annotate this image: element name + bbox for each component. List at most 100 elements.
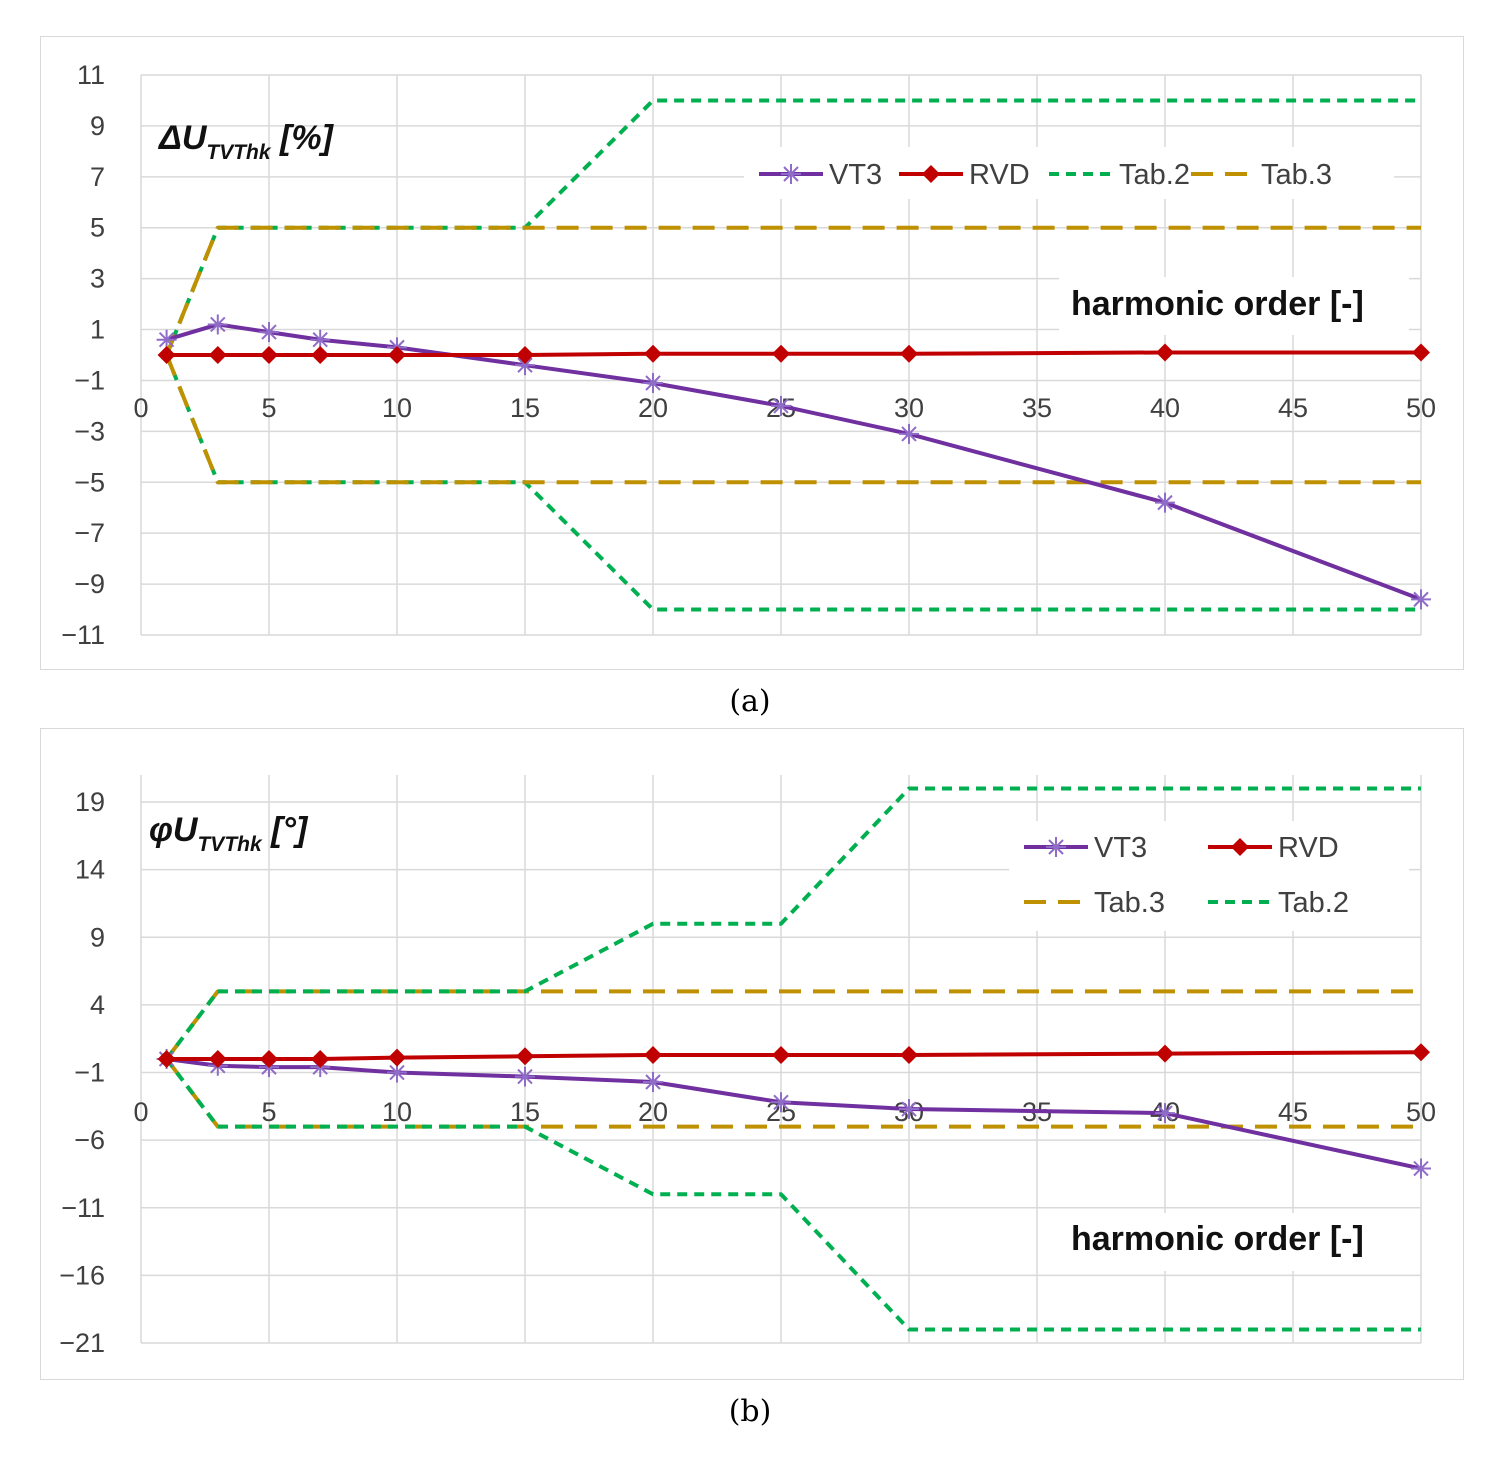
marker-vt3-stroke xyxy=(1413,591,1429,608)
y-axis-title-main: ΔU xyxy=(157,119,208,157)
legend-marker-vt3 xyxy=(781,164,801,184)
x-tick-label: 5 xyxy=(261,1097,276,1127)
y-tick-label: −5 xyxy=(74,467,105,497)
y-tick-label: 5 xyxy=(90,213,105,243)
marker-vt3-stroke xyxy=(1157,1105,1173,1121)
x-axis-title: harmonic order [-] xyxy=(1071,285,1364,323)
marker-vt3 xyxy=(1411,589,1431,610)
series-line-lower-tab2 xyxy=(165,1057,1421,1332)
x-tick-label: 30 xyxy=(894,393,924,423)
y-axis-title: φUTVThk [°] xyxy=(149,811,309,856)
marker-vt3-stroke xyxy=(773,1094,789,1110)
marker-rvd xyxy=(157,346,176,364)
marker-rvd xyxy=(208,1050,227,1068)
y-tick-label: 9 xyxy=(90,922,105,952)
marker-vt3 xyxy=(643,373,663,393)
legend-label-tab3: Tab.3 xyxy=(1094,887,1165,919)
marker-vt3 xyxy=(515,1066,535,1087)
legend-label-vt3: VT3 xyxy=(829,159,882,191)
marker-vt3 xyxy=(1411,1158,1431,1179)
marker-vt3-stroke xyxy=(312,332,328,348)
y-tick-label: 9 xyxy=(90,111,105,141)
marker-vt3-stroke xyxy=(517,357,533,373)
marker-vt3-stroke xyxy=(901,426,917,442)
marker-vt3-stroke xyxy=(1413,1160,1429,1177)
legend-label-vt3: VT3 xyxy=(1094,832,1147,864)
legend-label-rvd: RVD xyxy=(969,159,1030,191)
y-tick-label: 19 xyxy=(75,787,105,817)
marker-rvd xyxy=(260,1050,278,1068)
caption-a: (a) xyxy=(729,684,771,719)
legend-marker-rvd xyxy=(922,165,940,183)
chart-panel-b: 05101520253035404550191494−1−6−11−16−21V… xyxy=(40,728,1464,1380)
x-tick-label: 50 xyxy=(1406,1097,1436,1127)
y-axis-title: ΔUTVThk [%] xyxy=(157,119,335,164)
marker-vt3-stroke xyxy=(901,1101,917,1117)
x-tick-label: 5 xyxy=(261,393,276,423)
x-axis-title: harmonic order [-] xyxy=(1071,1220,1364,1258)
legend-label-tab2: Tab.2 xyxy=(1278,887,1349,919)
marker-vt3 xyxy=(259,322,279,343)
x-tick-label: 0 xyxy=(133,1097,148,1127)
caption-b: (b) xyxy=(728,1394,772,1429)
marker-rvd xyxy=(1412,343,1430,362)
marker-rvd xyxy=(644,1045,662,1064)
marker-rvd xyxy=(311,346,330,364)
legend-marker-vt3-stroke xyxy=(1048,839,1064,855)
series-line-tab3 xyxy=(165,989,1421,1061)
marker-vt3-stroke xyxy=(261,324,277,340)
chart-a-svg: 051015202530354045501197531−1−3−5−7−9−11… xyxy=(61,60,1436,650)
legend-label-tab3: Tab.3 xyxy=(1261,159,1332,191)
marker-vt3-stroke xyxy=(210,316,226,333)
x-tick-label: 20 xyxy=(638,393,668,423)
x-tick-label: 10 xyxy=(382,393,412,423)
y-tick-label: −7 xyxy=(74,518,105,548)
y-tick-label: −11 xyxy=(61,1193,105,1223)
series-line-vt3 xyxy=(166,322,1422,602)
y-axis-title-subscript: TVThk xyxy=(197,833,262,856)
marker-rvd xyxy=(208,346,227,364)
x-tick-label: 45 xyxy=(1278,1097,1308,1127)
x-tick-label: 0 xyxy=(133,393,148,423)
legend-label-tab2: Tab.2 xyxy=(1119,159,1190,191)
y-tick-label: −3 xyxy=(74,416,105,446)
series-line-tab3 xyxy=(164,225,1421,356)
y-tick-label: 4 xyxy=(90,990,105,1020)
marker-vt3 xyxy=(1155,1103,1175,1124)
y-tick-label: 1 xyxy=(90,315,105,345)
chart-b-svg: 05101520253035404550191494−1−6−11−16−21V… xyxy=(59,775,1436,1358)
marker-rvd xyxy=(157,1050,176,1068)
x-tick-label: 45 xyxy=(1278,393,1308,423)
marker-rvd xyxy=(1156,343,1174,362)
marker-rvd xyxy=(772,1045,790,1064)
legend-marker-vt3 xyxy=(1046,837,1066,857)
legend-marker-vt3-stroke xyxy=(783,166,799,182)
marker-vt3-stroke xyxy=(1157,494,1173,511)
marker-rvd xyxy=(516,1047,534,1066)
series-line-lower-tab3 xyxy=(164,354,1421,485)
marker-vt3-stroke xyxy=(158,332,175,348)
series-line-tab2 xyxy=(165,786,1421,1061)
legend-background xyxy=(1009,821,1409,931)
marker-vt3-stroke xyxy=(645,375,661,391)
x-tick-label: 15 xyxy=(510,1097,540,1127)
x-tick-label: 50 xyxy=(1406,393,1436,423)
marker-vt3 xyxy=(207,314,228,335)
marker-rvd xyxy=(772,344,790,363)
x-tick-label: 10 xyxy=(382,1097,412,1127)
legend-label-rvd: RVD xyxy=(1278,832,1339,864)
marker-rvd xyxy=(388,1048,406,1067)
y-tick-label: −6 xyxy=(74,1125,105,1155)
y-tick-label: −16 xyxy=(59,1260,105,1290)
y-tick-label: −1 xyxy=(74,1058,105,1088)
marker-vt3-stroke xyxy=(389,1064,405,1081)
marker-vt3 xyxy=(771,1092,791,1113)
marker-rvd xyxy=(516,346,534,364)
y-tick-label: 7 xyxy=(90,162,105,192)
y-axis-title-unit: [%] xyxy=(271,119,335,157)
chart-panel-a: 051015202530354045501197531−1−3−5−7−9−11… xyxy=(40,36,1464,670)
marker-vt3-stroke xyxy=(517,1068,533,1085)
y-tick-label: −11 xyxy=(61,620,105,650)
y-tick-label: 11 xyxy=(77,60,105,90)
marker-rvd xyxy=(900,344,918,363)
